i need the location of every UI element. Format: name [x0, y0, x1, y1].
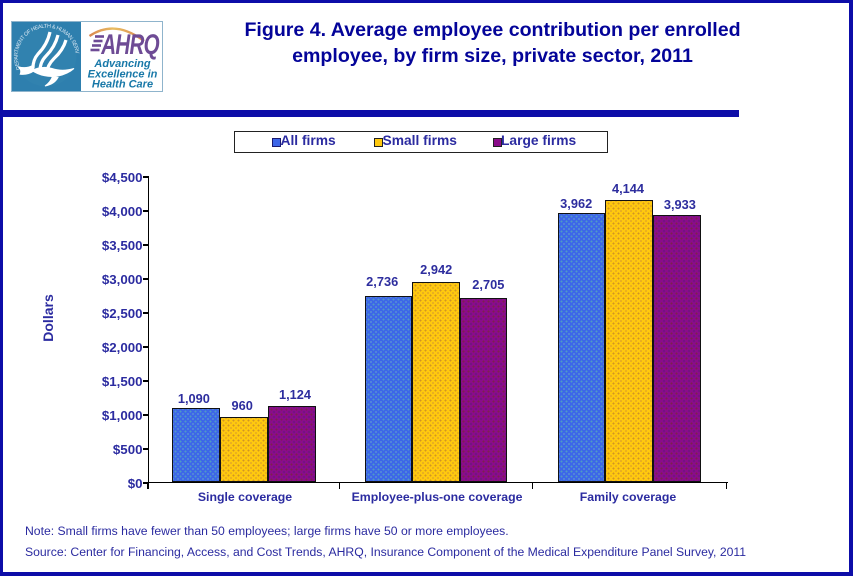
svg-text:Health Care: Health Care — [92, 78, 153, 90]
svg-text:AHRQ: AHRQ — [101, 29, 160, 61]
svg-text:Advancing: Advancing — [93, 58, 151, 70]
svg-text:Excellence in: Excellence in — [88, 68, 158, 80]
